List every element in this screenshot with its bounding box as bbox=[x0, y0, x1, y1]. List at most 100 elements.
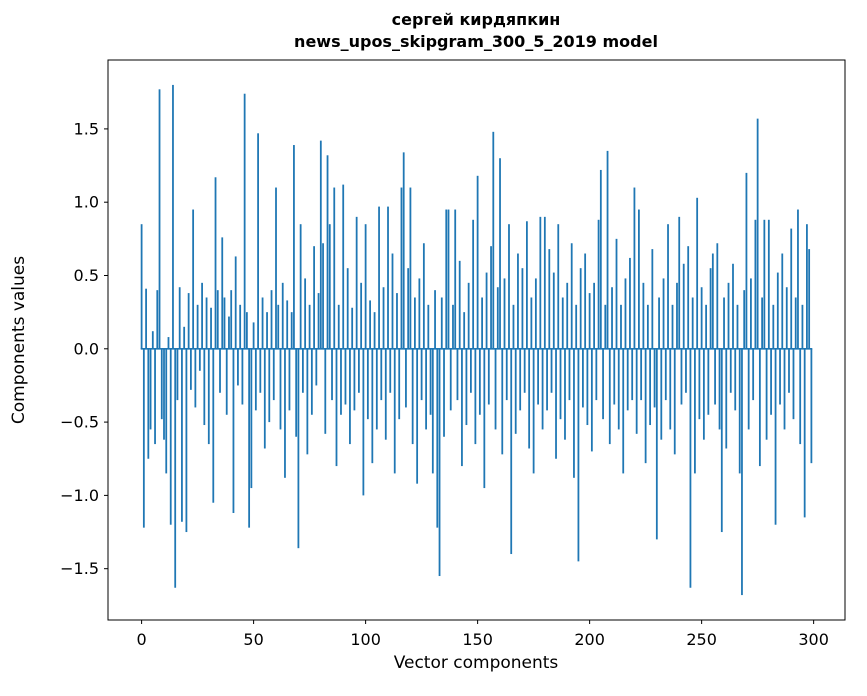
bar bbox=[526, 221, 528, 349]
bar bbox=[465, 348, 468, 426]
bar bbox=[633, 187, 636, 349]
bar bbox=[658, 297, 660, 349]
bar bbox=[319, 140, 322, 349]
bar bbox=[436, 348, 439, 528]
bar bbox=[732, 263, 734, 349]
bar bbox=[783, 348, 786, 430]
bar bbox=[492, 131, 495, 349]
y-tick-label: −0.5 bbox=[60, 413, 99, 432]
bar bbox=[523, 348, 526, 393]
bar bbox=[384, 348, 387, 440]
bar bbox=[306, 348, 309, 455]
bar bbox=[622, 348, 625, 474]
bar bbox=[803, 348, 806, 518]
bar bbox=[747, 348, 750, 430]
bar bbox=[304, 278, 307, 349]
x-tick-label: 200 bbox=[574, 630, 605, 649]
bar bbox=[579, 268, 582, 349]
bar bbox=[711, 253, 714, 349]
bar bbox=[743, 290, 746, 349]
bar bbox=[337, 304, 340, 349]
bar bbox=[181, 348, 183, 522]
bar bbox=[671, 304, 674, 349]
bar bbox=[788, 348, 790, 393]
bar bbox=[268, 348, 271, 423]
bar bbox=[629, 257, 631, 349]
bar bbox=[590, 348, 593, 452]
bar bbox=[741, 348, 743, 596]
bar bbox=[752, 348, 755, 401]
bar bbox=[770, 348, 772, 415]
bar bbox=[577, 348, 580, 562]
bar bbox=[389, 348, 392, 393]
bar bbox=[694, 348, 696, 474]
bar bbox=[275, 187, 277, 349]
ticks-group: 0 50 100 150 200 250 300 −1.5 −1.0 −0.5 0.0 0.5 1.0 1… bbox=[60, 119, 829, 649]
bar bbox=[642, 282, 645, 349]
bar bbox=[517, 253, 519, 349]
spines-group bbox=[107, 59, 846, 621]
bar bbox=[456, 348, 459, 401]
x-axis-label: Vector components bbox=[394, 653, 559, 673]
bar bbox=[532, 348, 535, 474]
bar bbox=[617, 348, 620, 430]
bar bbox=[606, 150, 609, 349]
bar bbox=[232, 348, 235, 513]
bar bbox=[263, 348, 266, 449]
bar bbox=[207, 348, 210, 445]
x-tick-label: 300 bbox=[798, 630, 829, 649]
bar bbox=[550, 348, 553, 393]
bar bbox=[380, 348, 383, 401]
x-tick-label: 50 bbox=[243, 630, 263, 649]
bar bbox=[454, 209, 457, 349]
bar bbox=[214, 177, 217, 349]
bar bbox=[290, 312, 293, 349]
bar bbox=[702, 348, 705, 440]
bar bbox=[673, 348, 676, 455]
bar bbox=[487, 348, 490, 405]
bar bbox=[243, 93, 246, 349]
bar bbox=[375, 348, 378, 430]
bar bbox=[597, 219, 600, 349]
y-tick-label: 0.5 bbox=[74, 266, 99, 285]
bar bbox=[257, 133, 259, 349]
bar bbox=[335, 348, 338, 467]
bar bbox=[714, 348, 716, 405]
bar bbox=[342, 184, 345, 349]
bar bbox=[698, 348, 701, 420]
bar bbox=[792, 348, 795, 420]
bar bbox=[530, 297, 533, 349]
bar bbox=[709, 268, 712, 349]
bar bbox=[512, 304, 515, 349]
bar bbox=[463, 312, 466, 349]
bar bbox=[393, 348, 396, 474]
bar bbox=[716, 243, 719, 349]
bar bbox=[508, 224, 510, 349]
bar bbox=[299, 224, 302, 349]
bar bbox=[626, 348, 629, 411]
bar bbox=[447, 209, 450, 349]
bar bbox=[640, 348, 643, 401]
bar bbox=[172, 84, 174, 349]
bar bbox=[284, 348, 286, 478]
bar bbox=[434, 290, 436, 349]
bar bbox=[667, 224, 669, 349]
bar bbox=[301, 348, 304, 393]
chart-title-line2: news_upos_skipgram_300_5_2019 model bbox=[294, 32, 658, 51]
x-tick-label: 0 bbox=[137, 630, 147, 649]
bar bbox=[534, 278, 537, 349]
bar bbox=[402, 152, 405, 349]
bar bbox=[725, 348, 728, 449]
bar bbox=[660, 348, 663, 440]
bar bbox=[398, 348, 401, 420]
bar bbox=[373, 312, 376, 349]
bar bbox=[599, 169, 602, 349]
bar bbox=[409, 187, 412, 349]
bar bbox=[476, 175, 479, 349]
bar bbox=[676, 282, 678, 349]
bar bbox=[270, 290, 273, 349]
bar bbox=[801, 304, 804, 349]
bar bbox=[691, 297, 694, 349]
bar bbox=[586, 348, 589, 426]
bar bbox=[561, 297, 564, 349]
